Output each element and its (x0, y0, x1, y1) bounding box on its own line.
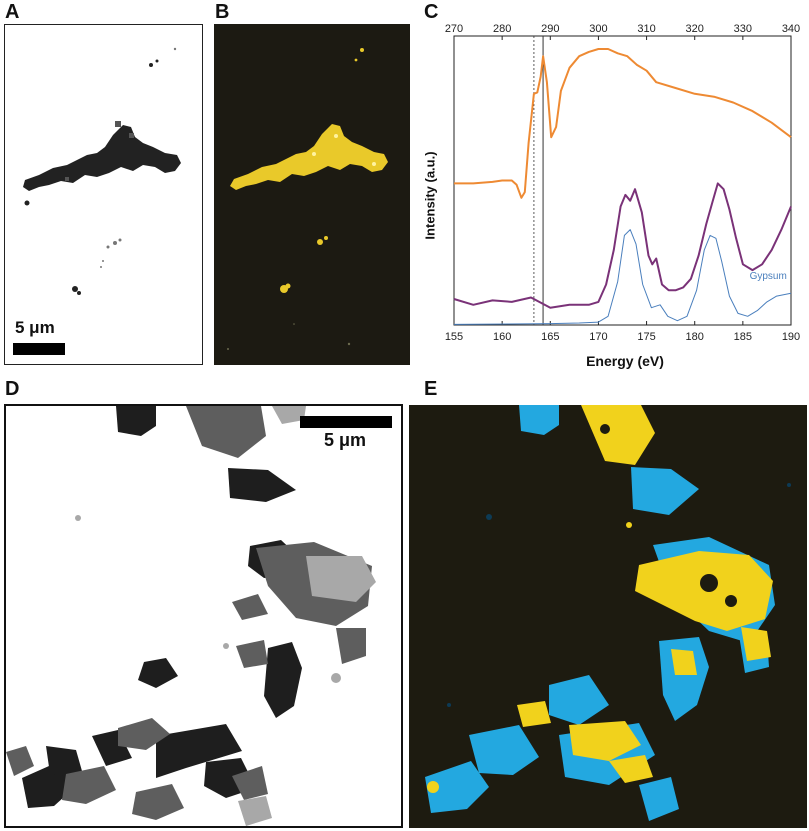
series-line-0 (454, 48, 792, 199)
micrograph-d: 5 μm (4, 404, 403, 828)
y-axis-label: Intensity (a.u.) (422, 151, 438, 240)
elemental-map-b (214, 24, 410, 365)
plot-frame (453, 35, 792, 326)
scale-bar-label-a: 5 μm (15, 318, 55, 337)
x-top-tick-label-7: 340 (782, 23, 800, 35)
x-bottom-tick-label-5: 180 (686, 331, 704, 343)
micrograph-a-image (13, 47, 181, 355)
panel-label-d: D (5, 378, 20, 400)
gypsum-label: Gypsum (750, 271, 787, 282)
panel-label-e: E (424, 378, 438, 400)
elemental-map-e-image (425, 405, 791, 821)
x-top-tick-label-5: 320 (686, 23, 704, 35)
x-bottom-tick-label-2: 165 (541, 331, 559, 343)
x-bottom-tick-label-4: 175 (637, 331, 655, 343)
x-top-tick-label-4: 310 (637, 23, 655, 35)
panel-label-b: B (215, 1, 230, 23)
micrograph-a: 5 μm (4, 24, 203, 365)
scale-bar-d (300, 416, 392, 428)
x-bottom-tick-label-3: 170 (589, 331, 607, 343)
micrograph-d-image (6, 406, 392, 826)
spectra-chart: 155 160 165 170 175 180 185 190 270 280 290 300 310 3… (418, 20, 807, 376)
panel-label-a: A (5, 1, 20, 23)
spectra-chart-svg: 155 160 165 170 175 180 185 190 270 280 290 300 310 3… (445, 23, 800, 343)
x-top-tick-label-6: 330 (734, 23, 752, 35)
series-line-1 (453, 182, 792, 309)
x-bottom-tick-label-0: 155 (445, 331, 463, 343)
scale-bar-a (13, 343, 65, 355)
x-top-tick-label-3: 300 (589, 23, 607, 35)
series-line-2 (453, 229, 792, 325)
x-top-tick-label-1: 280 (493, 23, 511, 35)
elemental-map-e (409, 405, 807, 828)
x-bottom-tick-label-7: 190 (782, 331, 800, 343)
x-top-tick-label-2: 290 (541, 23, 559, 35)
panel-label-c: C (424, 1, 439, 23)
scale-bar-label-d: 5 μm (324, 430, 367, 450)
x-bottom-tick-label-6: 185 (734, 331, 752, 343)
x-bottom-tick-label-1: 160 (493, 331, 511, 343)
x-axis-label: Energy (eV) (586, 353, 664, 369)
x-top-tick-label-0: 270 (445, 23, 463, 35)
elemental-map-b-image (227, 48, 388, 350)
